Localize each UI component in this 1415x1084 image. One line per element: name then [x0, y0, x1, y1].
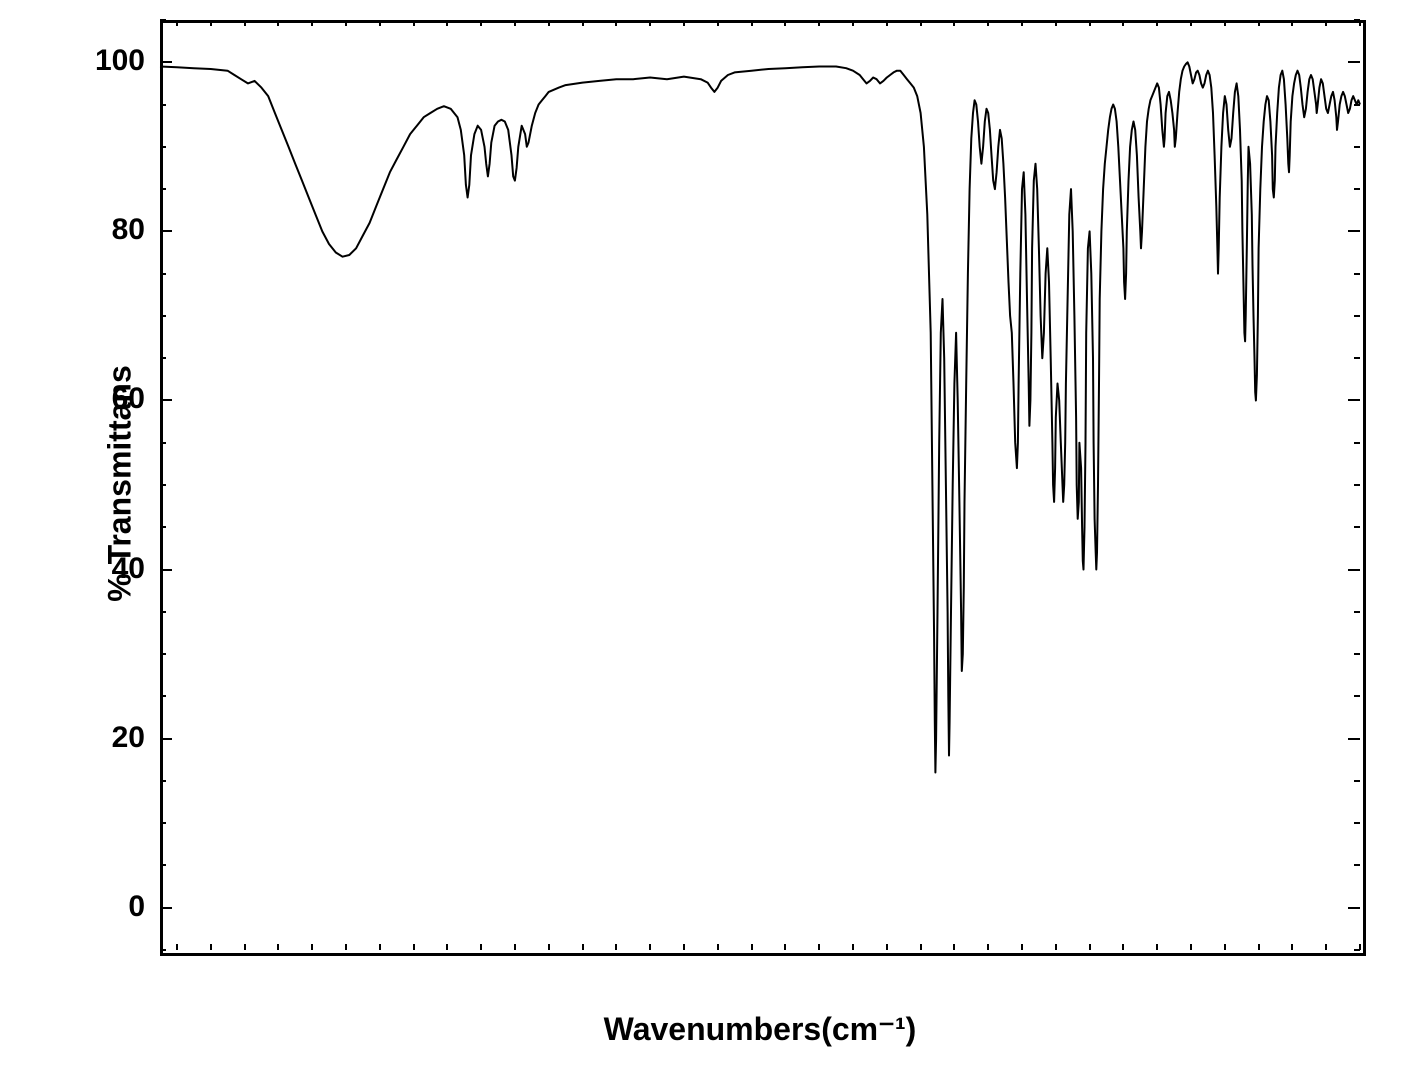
y-tick-label: 20	[65, 721, 145, 755]
y-tick-label: 0	[65, 890, 145, 924]
y-tick-label: 60	[65, 382, 145, 416]
y-tick-label: 80	[65, 213, 145, 247]
spectrum-line	[0, 0, 1415, 1084]
ir-spectrum-chart: % Transmittans Wavenumbers(cm⁻¹) 0204060…	[0, 0, 1415, 1084]
y-tick-label: 40	[65, 552, 145, 586]
y-tick-label: 100	[65, 44, 145, 78]
